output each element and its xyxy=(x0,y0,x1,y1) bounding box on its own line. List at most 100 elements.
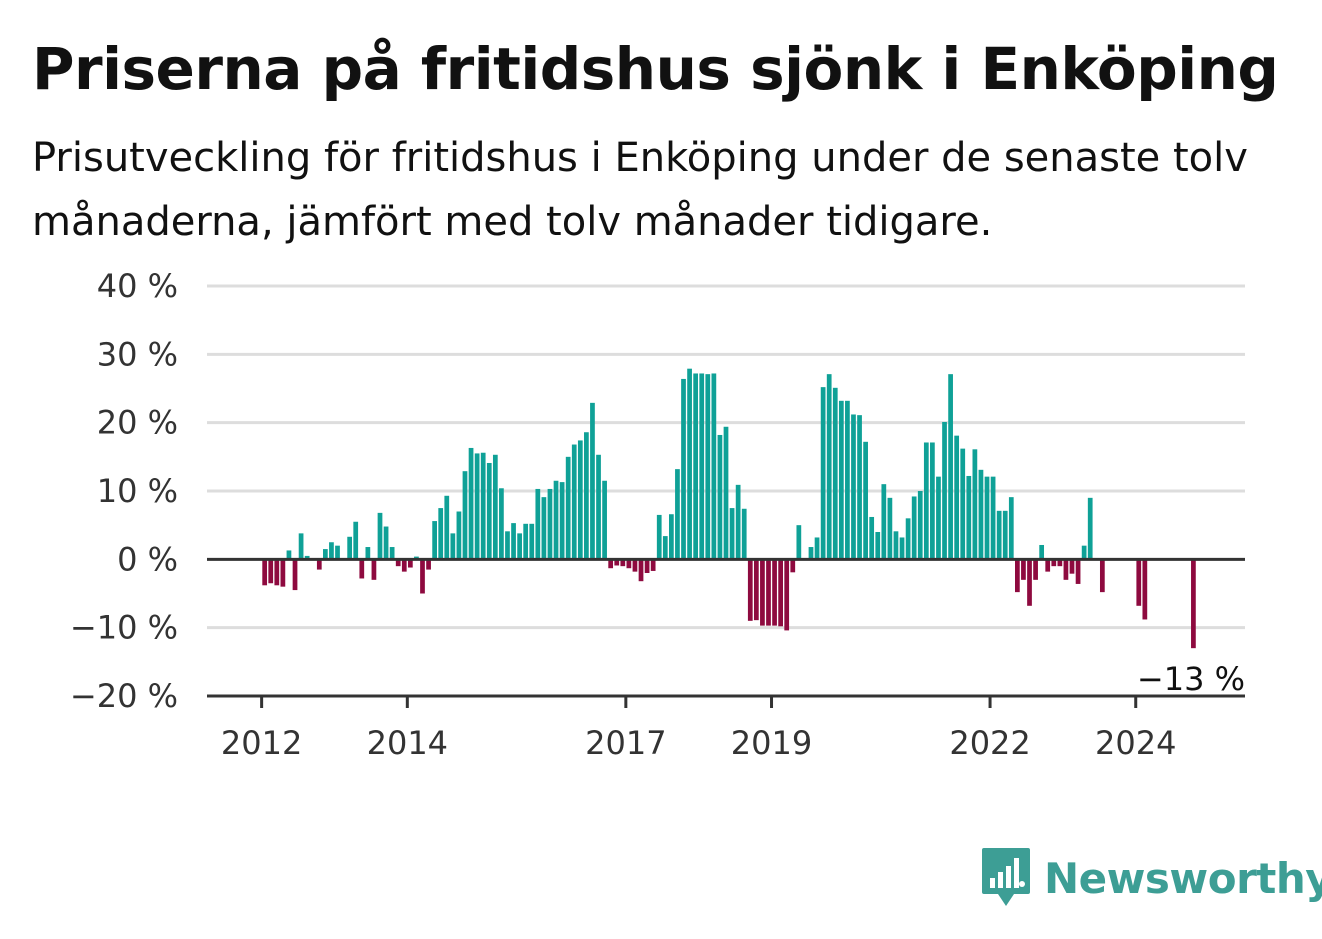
bar xyxy=(420,559,425,594)
bar xyxy=(1191,559,1196,649)
grid-lines xyxy=(207,284,1245,630)
bar xyxy=(438,508,444,560)
bar xyxy=(286,550,292,560)
bar xyxy=(401,559,407,572)
bar xyxy=(669,514,674,560)
bar xyxy=(389,547,395,560)
bar xyxy=(541,497,547,560)
x-tick-label: 2024 xyxy=(1095,724,1176,762)
bar xyxy=(432,521,437,560)
bar xyxy=(529,523,535,560)
bar xyxy=(814,537,820,560)
bar xyxy=(462,471,468,560)
bar xyxy=(1033,559,1038,580)
y-tick-label: −10 % xyxy=(70,609,178,647)
bar xyxy=(699,373,705,560)
bar xyxy=(268,559,274,584)
bar xyxy=(1002,510,1008,560)
bar xyxy=(778,559,783,627)
x-tick-label: 2022 xyxy=(949,724,1030,762)
bar xyxy=(626,559,632,569)
bar xyxy=(371,559,377,580)
bar xyxy=(808,547,814,560)
bar xyxy=(735,484,741,560)
bar xyxy=(274,559,280,586)
bar xyxy=(911,496,917,560)
bar xyxy=(450,533,456,560)
bar xyxy=(753,559,759,621)
bar xyxy=(893,531,899,560)
bar xyxy=(693,373,699,560)
bar xyxy=(905,518,911,560)
x-tick-label: 2017 xyxy=(585,724,666,762)
bar xyxy=(838,400,844,560)
bar xyxy=(584,432,589,560)
y-tick-label: 0 % xyxy=(117,540,178,578)
y-tick-label: 20 % xyxy=(97,404,178,442)
bar xyxy=(553,480,559,560)
chart-subtitle: Prisutveckling för fritidshus i Enköping… xyxy=(32,135,1248,245)
bar xyxy=(620,559,626,567)
bar xyxy=(881,484,887,560)
bar xyxy=(796,525,802,560)
bar xyxy=(1057,559,1063,567)
bar xyxy=(359,559,365,579)
bar xyxy=(602,480,607,560)
y-axis-labels: −20 % −10 % 0 % 10 % 20 % 30 % 40 % xyxy=(70,267,178,715)
bar xyxy=(923,442,929,560)
bar xyxy=(1027,559,1032,606)
bar xyxy=(960,448,966,560)
bar xyxy=(1008,497,1014,560)
bar xyxy=(972,449,978,560)
bar xyxy=(723,426,729,560)
bar xyxy=(638,559,644,582)
bar xyxy=(675,469,680,560)
bar xyxy=(262,559,268,586)
bar xyxy=(887,497,893,560)
bar xyxy=(298,533,304,560)
bar xyxy=(1015,559,1020,593)
y-tick-label: 40 % xyxy=(97,267,178,305)
bars xyxy=(262,368,1196,649)
bar xyxy=(644,559,650,573)
bar xyxy=(656,514,662,560)
bar xyxy=(741,508,747,560)
bar xyxy=(869,516,875,560)
bar xyxy=(747,559,753,621)
bar xyxy=(760,559,765,626)
bar xyxy=(681,378,686,560)
y-tick-label: −20 % xyxy=(70,677,178,715)
bar xyxy=(1051,559,1057,567)
chart-title: Priserna på fritidshus sjönk i Enköping xyxy=(32,35,1279,103)
bar xyxy=(936,476,941,560)
bar xyxy=(547,488,553,560)
bar xyxy=(505,531,510,560)
bar xyxy=(826,374,832,560)
x-tick-label: 2019 xyxy=(731,724,812,762)
bar xyxy=(407,559,413,568)
bar xyxy=(832,387,838,560)
bar xyxy=(917,491,923,560)
bar xyxy=(717,434,723,560)
bar xyxy=(978,469,984,560)
bar xyxy=(705,374,711,560)
brand-name: Newsworthy xyxy=(1044,853,1322,903)
bar xyxy=(899,537,905,560)
bar xyxy=(662,536,668,560)
bar xyxy=(954,435,960,560)
bar xyxy=(687,368,692,560)
bar xyxy=(577,440,583,560)
bar xyxy=(845,400,850,560)
bar xyxy=(304,555,310,560)
bar xyxy=(323,549,328,560)
bar xyxy=(511,523,516,560)
newsworthy-brand: Newsworthy xyxy=(980,846,1322,910)
bar xyxy=(383,526,389,560)
bar xyxy=(590,402,595,560)
bar xyxy=(292,559,298,591)
bar xyxy=(990,476,996,560)
bar xyxy=(426,559,431,570)
bar xyxy=(948,374,953,560)
bar xyxy=(1045,559,1051,572)
last-value-annotation: −13 % xyxy=(1137,660,1245,698)
